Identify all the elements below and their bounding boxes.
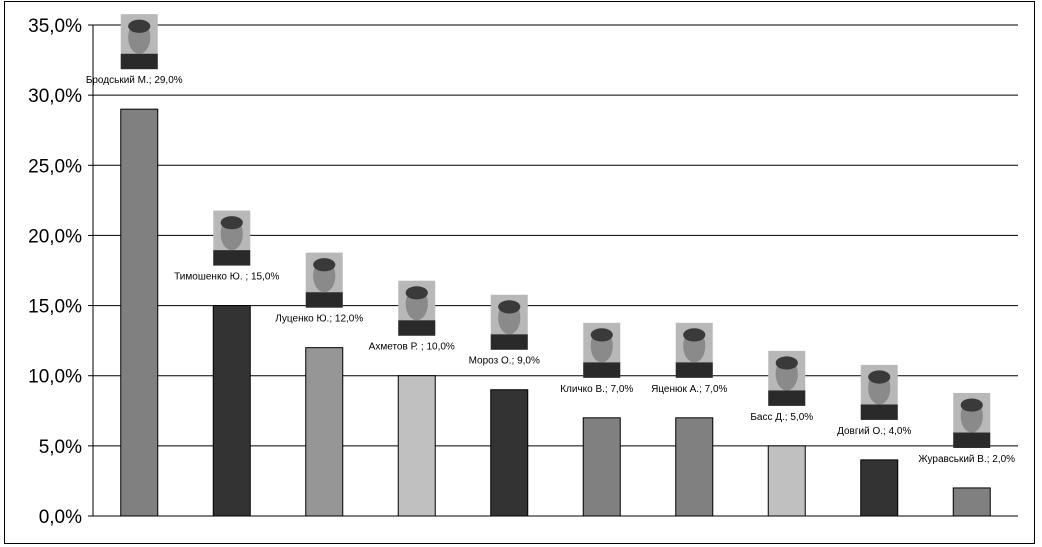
y-tick-label: 30,0% xyxy=(28,86,82,107)
data-label: Довгий О.; 4,0% xyxy=(837,426,911,437)
data-label: Басс Д.; 5,0% xyxy=(750,412,813,423)
bar xyxy=(490,389,529,517)
bar xyxy=(952,487,991,517)
candidate-photo xyxy=(860,364,898,420)
candidate-photo xyxy=(398,280,436,336)
data-label: Журавський В.; 2,0% xyxy=(918,454,1015,465)
bar xyxy=(212,305,251,517)
data-label: Тимошенко Ю. ; 15,0% xyxy=(174,272,279,283)
bar xyxy=(582,417,621,517)
bar xyxy=(305,347,344,517)
data-label: Луценко Ю.; 12,0% xyxy=(275,314,363,325)
data-label: Ахметов Р. ; 10,0% xyxy=(369,342,455,353)
candidate-photo xyxy=(305,252,343,308)
bars xyxy=(120,108,991,517)
y-tick-label: 5,0% xyxy=(39,437,82,458)
y-tick-label: 25,0% xyxy=(28,156,82,177)
data-labels: Бродський М.; 29,0% Тимошенко Ю. ; 15,0% Л… xyxy=(86,75,1015,465)
candidate-photo xyxy=(675,322,713,378)
y-tick-label: 20,0% xyxy=(28,226,82,247)
candidate-photos xyxy=(120,14,991,448)
y-tick-label: 10,0% xyxy=(28,367,82,388)
bar xyxy=(767,445,806,517)
y-tick-label: 35,0% xyxy=(28,16,82,37)
bar xyxy=(120,108,159,517)
candidate-photo xyxy=(768,350,806,406)
data-label: Яценюк А.; 7,0% xyxy=(651,384,727,395)
candidate-photo xyxy=(213,210,251,266)
candidate-photo xyxy=(583,322,621,378)
candidate-photo xyxy=(953,392,991,448)
y-axis: 0,0% 5,0% 10,0% 15,0% 20,0% 25,0% 30,0% 35,0% xyxy=(28,16,94,528)
bar xyxy=(675,417,714,517)
data-label: Бродський М.; 29,0% xyxy=(86,75,183,86)
data-label: Мороз О.; 9,0% xyxy=(469,356,540,367)
y-tick-label: 0,0% xyxy=(39,507,82,528)
bar xyxy=(397,375,436,517)
bar xyxy=(860,459,899,517)
data-label: Кличко В.; 7,0% xyxy=(560,384,633,395)
y-tick-label: 15,0% xyxy=(28,297,82,318)
candidate-photo xyxy=(120,14,158,70)
candidate-photo xyxy=(490,294,528,350)
